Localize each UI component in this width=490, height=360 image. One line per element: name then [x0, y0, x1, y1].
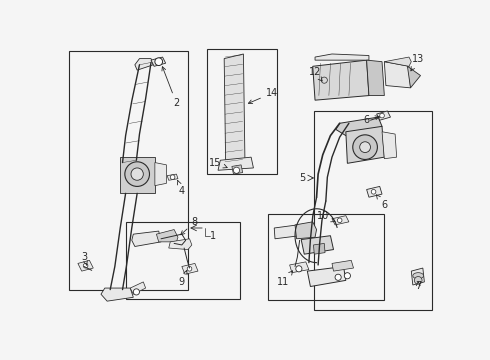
Circle shape [296, 266, 302, 272]
Text: 13: 13 [411, 54, 424, 71]
Circle shape [131, 168, 143, 180]
Circle shape [335, 274, 341, 280]
Circle shape [337, 218, 342, 222]
Polygon shape [384, 62, 411, 88]
Circle shape [155, 58, 163, 66]
Ellipse shape [413, 273, 423, 279]
Text: 12: 12 [309, 67, 322, 81]
Text: 1: 1 [210, 231, 217, 241]
Text: 15: 15 [209, 158, 227, 168]
Text: 7: 7 [415, 281, 421, 291]
Text: 2: 2 [162, 67, 179, 108]
Polygon shape [315, 54, 369, 60]
Text: 6: 6 [376, 195, 388, 210]
Circle shape [133, 289, 140, 295]
Bar [125, 222, 240, 299]
Polygon shape [232, 165, 243, 174]
Polygon shape [224, 54, 245, 168]
Bar [69, 51, 188, 289]
Polygon shape [274, 225, 300, 239]
Polygon shape [411, 268, 424, 285]
Text: 3: 3 [81, 252, 87, 265]
Circle shape [415, 276, 422, 284]
Circle shape [233, 167, 240, 173]
Polygon shape [367, 186, 382, 197]
Polygon shape [120, 157, 155, 193]
Polygon shape [408, 66, 420, 88]
Polygon shape [151, 57, 166, 66]
Bar [268, 214, 384, 300]
Polygon shape [156, 230, 178, 242]
Polygon shape [155, 163, 167, 186]
Polygon shape [101, 288, 133, 301]
Polygon shape [135, 59, 153, 70]
Polygon shape [332, 216, 349, 225]
Polygon shape [314, 243, 325, 254]
Polygon shape [332, 260, 354, 271]
Text: 4: 4 [177, 180, 185, 196]
Polygon shape [313, 60, 369, 100]
Polygon shape [169, 239, 192, 249]
Polygon shape [132, 231, 161, 247]
Circle shape [125, 162, 149, 186]
Text: 14: 14 [248, 88, 278, 104]
Text: 10: 10 [317, 211, 335, 222]
Circle shape [344, 273, 350, 279]
Circle shape [353, 135, 377, 159]
Polygon shape [301, 236, 334, 254]
Circle shape [171, 175, 175, 180]
Polygon shape [130, 282, 146, 294]
Text: 11: 11 [277, 271, 293, 287]
Polygon shape [218, 157, 253, 170]
Polygon shape [295, 222, 317, 239]
Text: 5: 5 [299, 173, 306, 183]
Polygon shape [307, 266, 346, 287]
Text: 8: 8 [181, 217, 198, 235]
Circle shape [380, 113, 384, 118]
Bar [207, 49, 276, 174]
Polygon shape [182, 264, 198, 274]
Polygon shape [346, 126, 384, 163]
Polygon shape [78, 260, 93, 271]
Polygon shape [382, 132, 397, 159]
Circle shape [83, 264, 88, 268]
Bar [314, 111, 432, 310]
Polygon shape [384, 57, 411, 66]
Polygon shape [290, 262, 309, 273]
Text: 9: 9 [179, 270, 187, 287]
Text: 6: 6 [364, 115, 379, 125]
Polygon shape [336, 117, 382, 136]
Circle shape [371, 189, 376, 194]
Polygon shape [367, 60, 384, 95]
Polygon shape [377, 111, 391, 120]
Circle shape [360, 142, 370, 153]
Polygon shape [167, 174, 178, 180]
Circle shape [187, 266, 192, 271]
